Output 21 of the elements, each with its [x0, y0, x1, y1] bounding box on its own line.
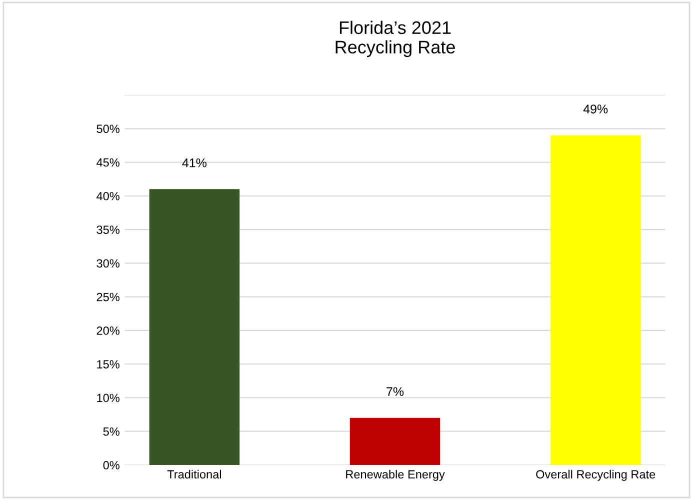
bar	[350, 418, 440, 465]
data-label: 41%	[182, 158, 207, 168]
y-tick-label: 50%	[96, 124, 120, 134]
bar	[149, 189, 240, 465]
x-tick-label: Renewable Energy	[346, 470, 445, 481]
y-tick-label: 0%	[103, 461, 120, 470]
y-tick-label: 15%	[97, 360, 120, 368]
y-tick-label: 40%	[96, 192, 120, 200]
y-tick-label: 20%	[96, 326, 120, 335]
data-label: 49%	[583, 104, 608, 114]
y-tick-label: 45%	[96, 158, 120, 167]
y-tick-label: 25%	[96, 292, 120, 302]
x-tick-label: Overall Recycling Rate	[536, 470, 656, 481]
bar	[550, 135, 641, 465]
y-tick-label: 35%	[96, 226, 120, 234]
y-tick-label: 30%	[96, 259, 120, 268]
data-label: 7%	[386, 387, 404, 396]
x-tick-label: Traditional	[167, 470, 221, 479]
y-tick-label: 10%	[97, 394, 120, 402]
chart-title: Florida’s 2021 Recycling Rate	[336, 20, 455, 58]
y-tick-label: 5%	[103, 427, 120, 436]
